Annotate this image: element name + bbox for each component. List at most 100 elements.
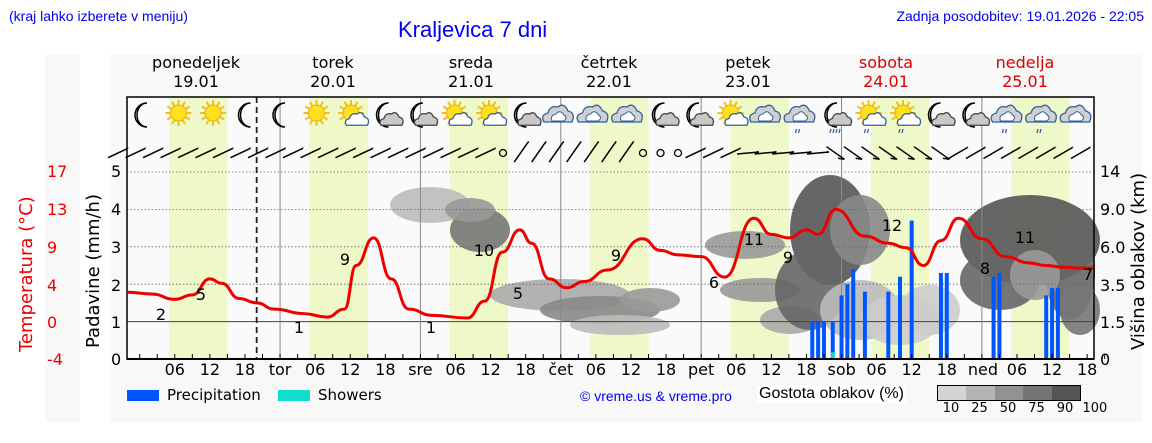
temperature-value-label: 1 — [426, 318, 436, 337]
axis-tick-label: 4 — [47, 276, 58, 295]
day-date: 22.01 — [586, 72, 632, 91]
precipitation-bar — [816, 321, 821, 359]
cloud-density-area — [445, 198, 495, 222]
sun-cloud-icon — [476, 100, 508, 126]
temperature-axis-label: Temperatura (°C) — [16, 196, 37, 352]
time-tick-label: 06 — [866, 360, 887, 379]
moon-icon — [272, 102, 286, 128]
day-header-sobota: sobota 24.01 — [826, 53, 946, 91]
day-date: 21.01 — [448, 72, 494, 91]
day-date: 25.01 — [1002, 72, 1048, 91]
cloud-density-scale — [937, 385, 1081, 401]
cloud-density-area — [570, 315, 670, 335]
wind-barb-icon — [177, 147, 199, 159]
precipitation-bar — [944, 272, 949, 359]
copyright-link[interactable]: © vreme.us & vreme.pro — [580, 388, 732, 404]
wind-barb-icon — [317, 147, 339, 159]
wind-barb-icon — [247, 147, 269, 159]
axis-tick-label: 0 — [47, 313, 58, 332]
wind-barb-icon — [160, 147, 182, 159]
axis-tick-label: 13 — [47, 200, 68, 219]
moon-icon — [134, 102, 148, 128]
temperature-value-label: 2 — [156, 305, 166, 324]
cloud-icon — [1059, 104, 1092, 123]
precipitation-bar — [821, 321, 826, 359]
sun-cloud-rain-icon — [855, 100, 887, 134]
day-date: 24.01 — [863, 72, 909, 91]
temperature-value-label: 1 — [294, 318, 304, 337]
temperature-value-label: 5 — [196, 285, 206, 304]
page-title: Kraljevica 7 dni — [398, 17, 548, 42]
temperature-line — [127, 207, 1093, 320]
wind-barb-icon — [282, 147, 304, 159]
precipitation-swatch — [127, 390, 159, 401]
time-tick-label: 12 — [761, 360, 782, 379]
wind-barb-icon — [195, 147, 217, 159]
cloud-density-area — [620, 288, 680, 312]
sun-cloud-icon — [717, 100, 749, 126]
temperature-value-label: 10 — [474, 241, 494, 260]
time-tick-label: tor — [268, 360, 292, 379]
precipitation-bar — [991, 276, 996, 359]
wind-barb-icon — [1053, 146, 1074, 160]
daylight-band — [309, 98, 368, 359]
cloud-density-area — [1060, 285, 1100, 335]
time-tick-label: 18 — [936, 360, 957, 379]
wind-barb-icon — [125, 147, 147, 159]
wind-barb-icon — [754, 151, 777, 155]
precipitation-bar — [909, 220, 914, 359]
precipitation-bar — [938, 272, 943, 359]
cloud-density-area — [900, 285, 960, 335]
wind-barb-icon — [1000, 146, 1021, 160]
cloud-density-tick: 100 — [1082, 401, 1108, 416]
time-tick-label: 06 — [1006, 360, 1028, 379]
axis-tick-label: 9.0 — [1100, 200, 1126, 219]
time-tick-label: sob — [827, 360, 856, 379]
precipitation-bar — [886, 291, 891, 359]
time-tick-label: 12 — [1041, 360, 1063, 379]
axis-tick-label: 3.5 — [1100, 276, 1126, 295]
cloud-rain-icon — [783, 104, 816, 134]
time-tick-label: sre — [408, 360, 433, 379]
day-date: 23.01 — [725, 72, 771, 91]
axis-tick-label: 9 — [47, 238, 58, 257]
wind-barb-icon — [656, 148, 665, 158]
wind-barb-icon — [566, 140, 582, 163]
temperature-value-label: 9 — [340, 250, 350, 269]
axis-tick-label: 3 — [111, 238, 122, 257]
temperature-value-label: 11 — [1015, 228, 1035, 247]
axis-tick-label: 17 — [47, 162, 68, 181]
precipitation-bar — [839, 295, 844, 359]
wind-barb-icon — [618, 140, 635, 163]
precipitation-axis-label: Padavine (mm/h) — [83, 194, 104, 348]
wind-barb-icon — [673, 148, 683, 158]
time-tick-label: 06 — [445, 360, 466, 379]
time-tick-label: 18 — [234, 360, 256, 379]
day-date: 20.01 — [310, 72, 356, 91]
axis-tick-label: -4 — [47, 350, 63, 369]
region-hint[interactable]: (kraj lahko izberete v meniju) — [9, 8, 188, 24]
sun-cloud-rain-icon — [890, 100, 922, 134]
precipitation-bar — [851, 269, 856, 359]
temperature-value-label: 8 — [980, 259, 990, 278]
day-name: nedelja — [995, 53, 1055, 72]
temperature-value-label: 11 — [744, 230, 764, 249]
cloud-density-area — [705, 231, 785, 259]
axis-tick-label: 0 — [1100, 350, 1111, 369]
moon-cloud-rain-icon — [824, 102, 853, 134]
sun-cloud-icon — [338, 100, 370, 126]
axis-tick-label: 1.5 — [1100, 313, 1126, 332]
cloud-icon — [611, 104, 643, 123]
cloud-density-label: Gostota oblakov (%) — [757, 385, 906, 403]
time-tick-label: 06 — [164, 360, 185, 379]
wind-barb-icon — [771, 151, 795, 155]
wind-barb-icon — [861, 146, 880, 161]
last-update: Zadnja posodobitev: 19.01.2026 - 22:05 — [896, 8, 1144, 24]
wind-barb-icon — [789, 151, 812, 155]
moon-cloud-icon — [962, 102, 991, 128]
wind-barb-icon — [405, 147, 427, 159]
wind-barb-icon — [352, 147, 374, 159]
temperature-value-label: 5 — [513, 284, 523, 303]
time-tick-label: 12 — [901, 360, 922, 379]
time-tick-label: 06 — [726, 360, 747, 379]
